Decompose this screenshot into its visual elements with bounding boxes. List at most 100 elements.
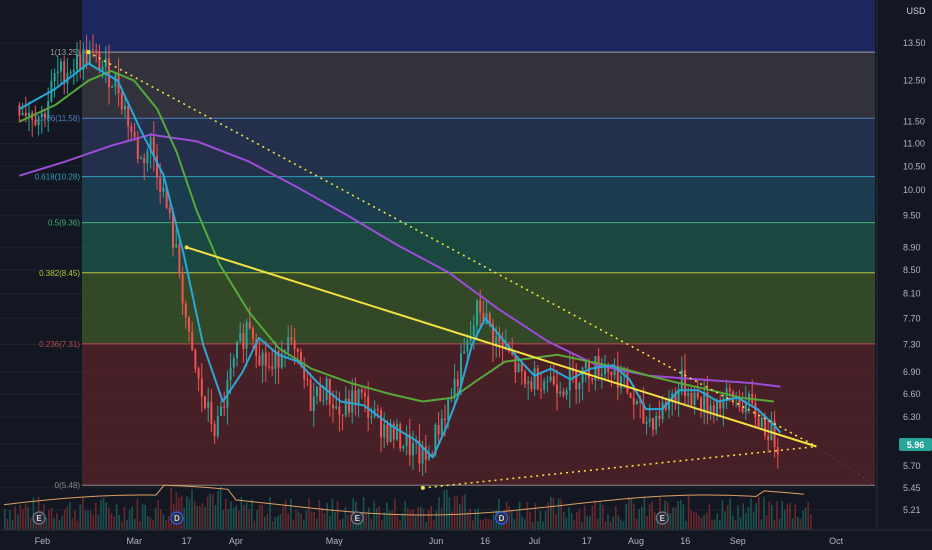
fib-zone xyxy=(82,52,875,119)
volume-bar xyxy=(479,519,482,530)
candle-body xyxy=(111,86,114,88)
volume-bar xyxy=(474,509,477,530)
volume-bar xyxy=(69,502,71,530)
candle-body xyxy=(76,54,78,70)
price-tick-label: 10.50 xyxy=(903,161,926,171)
triangle-mid-trendline[interactable] xyxy=(186,246,817,448)
candle-body xyxy=(703,391,706,411)
candle-body xyxy=(146,150,149,164)
price-tick-label: 7.70 xyxy=(903,313,921,323)
volume-bar xyxy=(672,507,674,530)
candle-body xyxy=(421,446,424,464)
volume-bar xyxy=(362,496,365,530)
candle-body xyxy=(575,371,578,390)
candle-body xyxy=(431,453,434,455)
candle-body xyxy=(764,418,766,436)
earnings-event-marker[interactable]: E xyxy=(32,511,46,525)
candle-body xyxy=(514,354,517,373)
candle-body xyxy=(261,352,264,366)
candle-body xyxy=(252,328,254,340)
trend-lines[interactable] xyxy=(86,50,873,490)
volume-bar xyxy=(451,511,453,530)
dividend-event-marker[interactable]: D xyxy=(494,511,509,525)
trendline-handle[interactable] xyxy=(420,485,425,490)
volume-bar xyxy=(674,507,677,530)
trendline-handle[interactable] xyxy=(86,50,91,55)
earnings-event-marker[interactable]: E xyxy=(655,511,669,525)
candle-body xyxy=(376,408,379,411)
dividend-event-marker[interactable]: D xyxy=(170,511,184,525)
volume-bar xyxy=(170,487,172,530)
volume-bar xyxy=(152,519,154,530)
volume-bar xyxy=(635,518,638,530)
candle-body xyxy=(424,446,427,460)
time-axis-panel[interactable] xyxy=(0,530,932,550)
volume-bar xyxy=(388,510,391,530)
candle-body xyxy=(680,370,683,390)
price-tick-label: 5.45 xyxy=(903,483,921,493)
candle-body xyxy=(303,366,306,380)
volume-bar xyxy=(516,511,518,530)
candle-body xyxy=(591,378,594,381)
candle-body xyxy=(348,398,350,413)
volume-bar xyxy=(300,513,302,530)
volume-bar xyxy=(6,518,9,530)
candle-body xyxy=(668,401,670,410)
candle-body xyxy=(63,61,66,84)
volume-bar xyxy=(136,498,139,530)
volume-bar xyxy=(550,496,552,530)
candle-body xyxy=(613,365,616,376)
volume-bar xyxy=(256,509,258,530)
dividend-event-label: D xyxy=(499,514,505,523)
volume-bar xyxy=(360,518,362,530)
trendline-handle[interactable] xyxy=(184,245,189,250)
volume-bar xyxy=(706,513,708,530)
candle-body xyxy=(389,423,392,443)
volume-bar xyxy=(217,490,219,530)
time-tick-label: Sep xyxy=(730,536,746,546)
volume-bar xyxy=(802,510,804,530)
candle-body xyxy=(543,381,546,390)
volume-bar xyxy=(518,501,521,530)
volume-bar xyxy=(409,509,412,530)
volume-bar xyxy=(401,512,404,530)
candle-body xyxy=(540,389,542,391)
volume-bar xyxy=(713,519,716,530)
triangle-upper-trendline[interactable] xyxy=(87,51,817,448)
volume-bar xyxy=(755,503,757,530)
candle-body xyxy=(162,187,165,192)
volume-bar xyxy=(680,500,682,530)
volume-bar xyxy=(771,504,773,530)
volume-bar xyxy=(778,518,781,530)
volume-bar xyxy=(24,504,27,530)
volume-bar xyxy=(110,513,113,530)
candle-body xyxy=(383,424,386,438)
volume-bar xyxy=(61,515,63,530)
candle-body xyxy=(770,420,773,441)
volume-bar xyxy=(552,497,555,530)
volume-bar xyxy=(71,518,74,530)
volume-bar xyxy=(183,507,185,530)
volume-bar xyxy=(245,502,248,530)
volume-bar xyxy=(539,510,542,530)
candle-body xyxy=(338,406,341,415)
candle-body xyxy=(213,424,216,437)
volume-bar xyxy=(425,521,427,530)
candle-body xyxy=(418,440,421,464)
candle-body xyxy=(34,119,37,126)
volume-bar xyxy=(157,500,159,530)
dividend-event-label: D xyxy=(174,514,180,523)
volume-bar xyxy=(243,505,245,530)
currency-settings-button[interactable]: USD xyxy=(904,3,928,17)
earnings-event-marker[interactable]: E xyxy=(350,511,364,525)
fibonacci-retracement[interactable]: 1(13.25) 0.786(11.58) 0.618(10.28) 0.5(9.36… xyxy=(35,0,875,490)
volume-bar xyxy=(326,502,328,530)
moving-average-mid-line xyxy=(18,70,774,403)
volume-bar xyxy=(9,510,11,530)
volume-bar xyxy=(555,514,557,530)
volume-bar xyxy=(248,508,250,530)
volume-bar xyxy=(118,515,120,530)
volume-bar xyxy=(56,512,58,530)
